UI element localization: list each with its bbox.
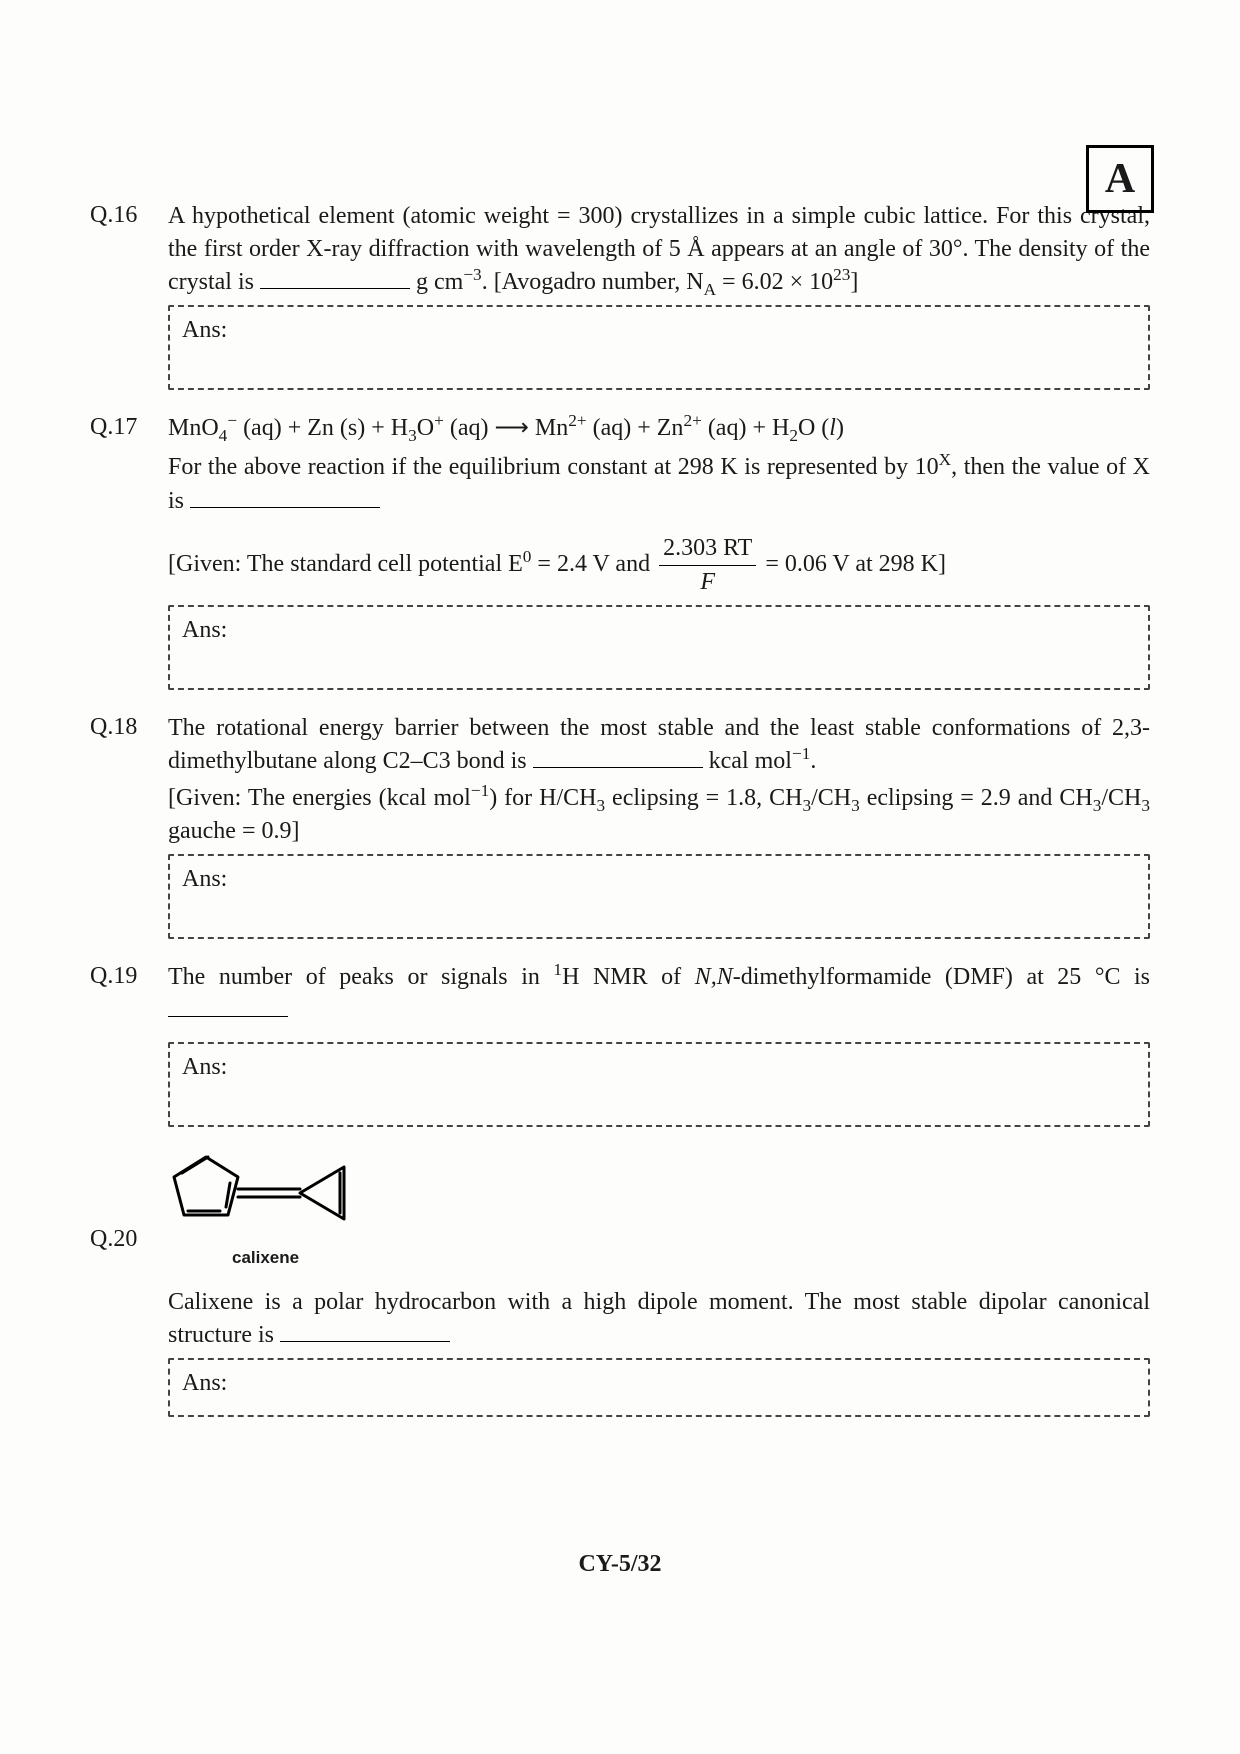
question-17: Q.17 MnO4− (aq) + Zn (s) + H3O+ (aq) ⟶ M… <box>90 412 1150 599</box>
given-part: = 2.4 V and <box>531 551 656 577</box>
eq-part-ital: l <box>829 415 836 441</box>
calixene-block: calixene <box>168 1149 368 1268</box>
answer-label: Ans: <box>182 317 227 343</box>
question-body: A hypothetical element (atomic weight = … <box>168 200 1150 299</box>
sub: 3 <box>408 426 417 445</box>
sup: X <box>939 450 951 469</box>
q19-ital: N,N <box>695 964 733 990</box>
eq-part: ) <box>836 415 844 441</box>
given-part: [Given: The energies (kcal mol <box>168 785 471 811</box>
sup: 1 <box>553 960 562 979</box>
answer-box-19: Ans: <box>168 1042 1150 1127</box>
fraction-denominator: F <box>659 566 756 599</box>
blank-fill <box>190 485 380 508</box>
eq-part: O ( <box>798 415 829 441</box>
calixene-structure-icon <box>168 1149 368 1241</box>
spacer <box>90 1286 168 1288</box>
given-part: eclipsing = 1.8, CH <box>605 785 802 811</box>
given-part: /CH <box>811 785 851 811</box>
q16-text-2: g cm <box>410 269 463 295</box>
sup: − <box>227 411 237 430</box>
q18-given: [Given: The energies (kcal mol−1) for H/… <box>168 782 1150 848</box>
question-16: Q.16 A hypothetical element (atomic weig… <box>90 200 1150 299</box>
sup: 2+ <box>683 411 701 430</box>
q19-text-1: The number of peaks or signals in <box>168 964 553 990</box>
question-number: Q.16 <box>90 200 168 229</box>
question-20-text: Calixene is a polar hydrocarbon with a h… <box>90 1286 1150 1352</box>
eq-part: (aq) + Zn <box>587 415 684 441</box>
q17-given: [Given: The standard cell potential E0 =… <box>168 532 1150 599</box>
answer-box-20: Ans: <box>168 1358 1150 1417</box>
sub: 3 <box>802 796 811 815</box>
sub: 3 <box>1141 796 1150 815</box>
question-body: Calixene is a polar hydrocarbon with a h… <box>168 1286 1150 1352</box>
q18-text-2: kcal mol <box>703 748 792 774</box>
blank-fill <box>260 267 410 290</box>
sub: 3 <box>851 796 860 815</box>
q16-text-4: = 6.02 × 10 <box>716 269 833 295</box>
q16-text-3: . [Avogadro number, N <box>482 269 704 295</box>
fraction-numerator: 2.303 RT <box>659 532 756 566</box>
question-body: The number of peaks or signals in 1H NMR… <box>168 961 1150 1027</box>
q19-text-2: H NMR of <box>562 964 695 990</box>
sub: 2 <box>789 426 798 445</box>
question-18: Q.18 The rotational energy barrier betwe… <box>90 712 1150 848</box>
section-letter: A <box>1105 155 1135 203</box>
eq-part: MnO <box>168 415 219 441</box>
q18-text-3: . <box>810 748 816 774</box>
sup: + <box>434 411 444 430</box>
sup: −1 <box>792 744 810 763</box>
q17-equation: MnO4− (aq) + Zn (s) + H3O+ (aq) ⟶ Mn2+ (… <box>168 412 1150 445</box>
question-body: MnO4− (aq) + Zn (s) + H3O+ (aq) ⟶ Mn2+ (… <box>168 412 1150 599</box>
q17-text: For the above reaction if the equilibriu… <box>168 451 1150 517</box>
blank-fill <box>280 1319 450 1342</box>
blank-fill <box>533 745 703 768</box>
answer-label: Ans: <box>182 1370 227 1396</box>
q16-text-5: ] <box>850 269 858 295</box>
section-letter-box: A <box>1086 145 1154 213</box>
question-body: The rotational energy barrier between th… <box>168 712 1150 848</box>
eq-part: (aq) + H <box>702 415 790 441</box>
sup: 2+ <box>568 411 586 430</box>
answer-label: Ans: <box>182 617 227 643</box>
sup: 23 <box>833 265 850 284</box>
given-part: eclipsing = 2.9 and CH <box>860 785 1093 811</box>
sup: −3 <box>463 265 481 284</box>
question-number: Q.19 <box>90 961 168 990</box>
eq-part: O <box>417 415 434 441</box>
question-19: Q.19 The number of peaks or signals in 1… <box>90 961 1150 1027</box>
given-part: ) for H/CH <box>489 785 596 811</box>
eq-part: (aq) + Zn (s) + H <box>237 415 408 441</box>
blank-fill <box>168 995 288 1018</box>
given-part: = 0.06 V at 298 K] <box>759 551 946 577</box>
question-number: Q.20 <box>90 1164 168 1253</box>
eq-part: (aq) ⟶ Mn <box>444 415 568 441</box>
answer-label: Ans: <box>182 1054 227 1080</box>
question-number: Q.17 <box>90 412 168 441</box>
answer-box-17: Ans: <box>168 605 1150 690</box>
question-number: Q.18 <box>90 712 168 741</box>
given-part: /CH <box>1101 785 1141 811</box>
calixene-label: calixene <box>232 1248 368 1268</box>
page-footer: CY-5/32 <box>0 1551 1240 1578</box>
fraction: 2.303 RTF <box>659 532 756 599</box>
answer-box-16: Ans: <box>168 305 1150 390</box>
sup: −1 <box>471 781 489 800</box>
sub: 3 <box>596 796 605 815</box>
answer-label: Ans: <box>182 866 227 892</box>
q19-text-3: -dimethylformamide (DMF) at 25 °C is <box>733 964 1150 990</box>
given-part: gauche = 0.9] <box>168 818 299 844</box>
page: A Q.16 A hypothetical element (atomic we… <box>0 0 1240 1754</box>
given-part: [Given: The standard cell potential E <box>168 551 523 577</box>
sub: A <box>704 280 716 299</box>
answer-box-18: Ans: <box>168 854 1150 939</box>
question-20-row: Q.20 calixene <box>90 1149 1150 1268</box>
q17-text-1: For the above reaction if the equilibriu… <box>168 454 939 480</box>
